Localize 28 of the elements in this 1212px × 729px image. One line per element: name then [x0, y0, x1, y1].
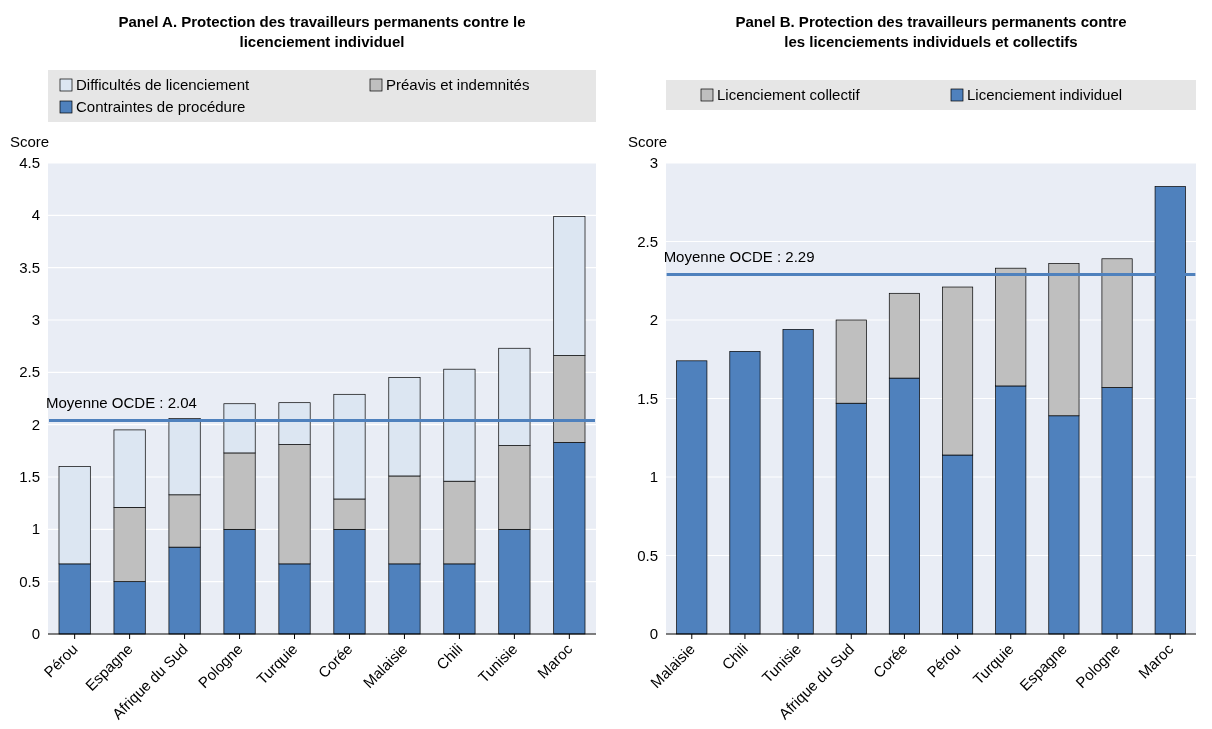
y-axis-title: Score: [628, 133, 668, 150]
y-tick-label: 1.5: [637, 389, 658, 407]
legend-label: Licenciement collectif: [717, 86, 861, 103]
y-tick-label: 2.5: [637, 232, 658, 250]
legend-label: Préavis et indemnités: [386, 76, 530, 93]
y-tick-label: 0: [31, 625, 40, 642]
legend-label: Licenciement individuel: [967, 86, 1123, 103]
y-tick-label: 3: [649, 154, 658, 171]
y-tick-label: 4: [31, 206, 40, 224]
y-tick-label: 0.5: [637, 546, 658, 564]
y-tick-label: 0.5: [19, 572, 40, 590]
ref-line-label: Moyenne OCDE : 2.04: [45, 394, 197, 412]
y-tick-label: 1: [649, 468, 658, 485]
y-tick-label: 2: [31, 415, 40, 433]
legend-label: Contraintes de procédure: [76, 98, 246, 115]
y-axis-title: Score: [10, 133, 50, 150]
y-tick-label: 4.5: [19, 154, 40, 171]
y-tick-label: 1.5: [19, 468, 40, 485]
chart-title: Panel B. Protection des travailleurs permanents contre les licenciements individuels et collectifs: [735, 13, 1127, 50]
y-tick-label: 1: [31, 520, 40, 538]
y-tick-label: 3: [31, 311, 40, 328]
y-tick-label: 2.5: [19, 363, 40, 381]
legend-label: Difficultés de licenciement: [76, 76, 250, 93]
chart-title: Panel A. Protection des travailleurs permanents contre le licenciement individuel: [118, 13, 526, 50]
y-tick-label: 3.5: [19, 258, 40, 276]
y-tick-label: 2: [649, 311, 658, 328]
y-tick-label: 0: [649, 625, 658, 642]
ref-line-label: Moyenne OCDE : 2.29: [663, 248, 815, 266]
